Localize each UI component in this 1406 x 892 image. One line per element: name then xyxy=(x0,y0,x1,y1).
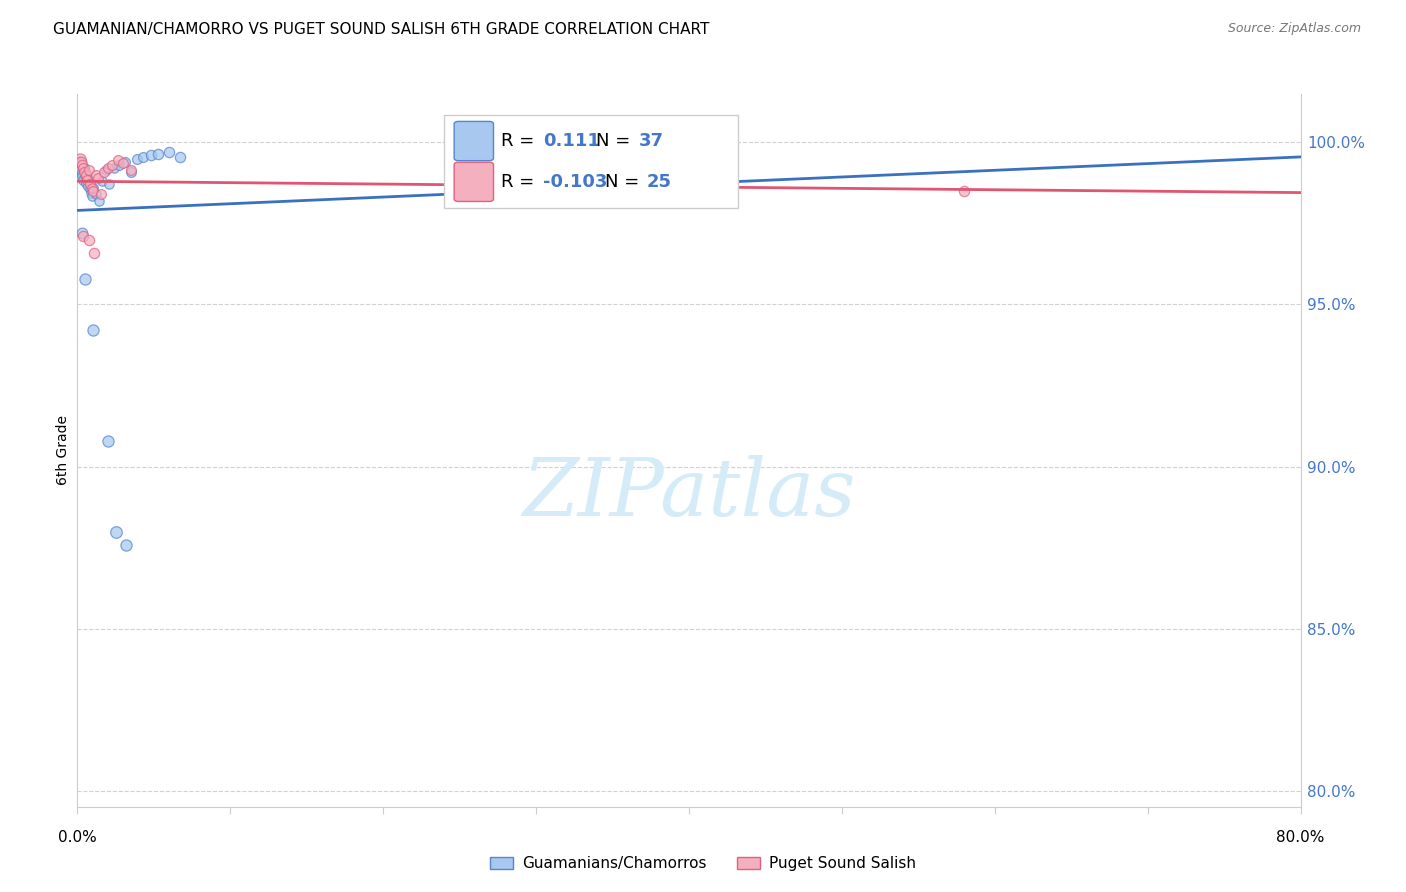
Text: 0.0%: 0.0% xyxy=(58,830,97,845)
Point xyxy=(98,178,121,192)
Point xyxy=(97,161,120,176)
Point xyxy=(87,171,110,186)
Point xyxy=(125,152,148,166)
Point xyxy=(73,164,96,178)
Point xyxy=(70,226,93,240)
Point xyxy=(953,184,976,198)
Point xyxy=(678,180,700,194)
Text: -0.103: -0.103 xyxy=(543,173,607,191)
Point xyxy=(80,189,103,203)
Point xyxy=(104,524,127,539)
Point xyxy=(139,148,162,162)
Point xyxy=(84,168,107,182)
Point xyxy=(90,174,112,188)
Point xyxy=(93,164,115,178)
Point xyxy=(79,182,101,196)
Point xyxy=(148,146,170,161)
Point xyxy=(108,158,131,172)
Point xyxy=(72,161,94,176)
Point xyxy=(77,162,100,177)
Point xyxy=(72,172,94,186)
Point xyxy=(115,537,138,551)
Point xyxy=(82,184,104,198)
Point xyxy=(70,158,93,172)
Point xyxy=(75,176,97,190)
Point xyxy=(157,145,180,159)
Point xyxy=(84,187,107,202)
Point xyxy=(97,434,120,448)
Point xyxy=(87,194,110,208)
Point xyxy=(103,161,125,176)
Point xyxy=(169,150,191,164)
Legend: Guamanians/Chamorros, Puget Sound Salish: Guamanians/Chamorros, Puget Sound Salish xyxy=(484,850,922,877)
Point xyxy=(112,156,135,170)
Point xyxy=(69,152,91,166)
Point xyxy=(114,154,136,169)
Point xyxy=(76,172,98,186)
Text: 0.111: 0.111 xyxy=(543,132,599,150)
Point xyxy=(73,161,96,176)
Point xyxy=(132,150,155,164)
Text: N =: N = xyxy=(605,173,644,191)
Point xyxy=(73,271,96,285)
Text: Source: ZipAtlas.com: Source: ZipAtlas.com xyxy=(1227,22,1361,36)
Y-axis label: 6th Grade: 6th Grade xyxy=(56,416,70,485)
Point xyxy=(94,162,117,177)
Text: N =: N = xyxy=(596,132,636,150)
Point xyxy=(80,180,103,194)
Point xyxy=(82,323,104,337)
Text: ZIPatlas: ZIPatlas xyxy=(522,455,856,532)
Point xyxy=(120,162,142,177)
Point xyxy=(69,162,91,177)
Point xyxy=(67,156,90,170)
Point xyxy=(90,187,112,202)
Text: 80.0%: 80.0% xyxy=(1277,830,1324,845)
Text: GUAMANIAN/CHAMORRO VS PUGET SOUND SALISH 6TH GRADE CORRELATION CHART: GUAMANIAN/CHAMORRO VS PUGET SOUND SALISH… xyxy=(53,22,710,37)
Point xyxy=(83,245,105,260)
Point xyxy=(72,229,94,244)
Text: R =: R = xyxy=(501,173,540,191)
Point xyxy=(73,164,96,178)
Point xyxy=(77,233,100,247)
Point xyxy=(75,168,97,182)
Text: 25: 25 xyxy=(647,173,672,191)
Point xyxy=(77,179,100,194)
Point xyxy=(76,171,98,186)
Point xyxy=(75,168,97,182)
Point xyxy=(82,180,104,194)
Text: 37: 37 xyxy=(638,132,664,150)
Point xyxy=(79,178,101,192)
Point xyxy=(120,164,142,178)
Point xyxy=(80,186,103,200)
Point xyxy=(69,160,91,174)
Point xyxy=(70,169,93,184)
Point xyxy=(69,154,91,169)
Point xyxy=(107,153,129,168)
Point xyxy=(101,158,124,172)
Point xyxy=(70,166,93,180)
Text: R =: R = xyxy=(501,132,540,150)
